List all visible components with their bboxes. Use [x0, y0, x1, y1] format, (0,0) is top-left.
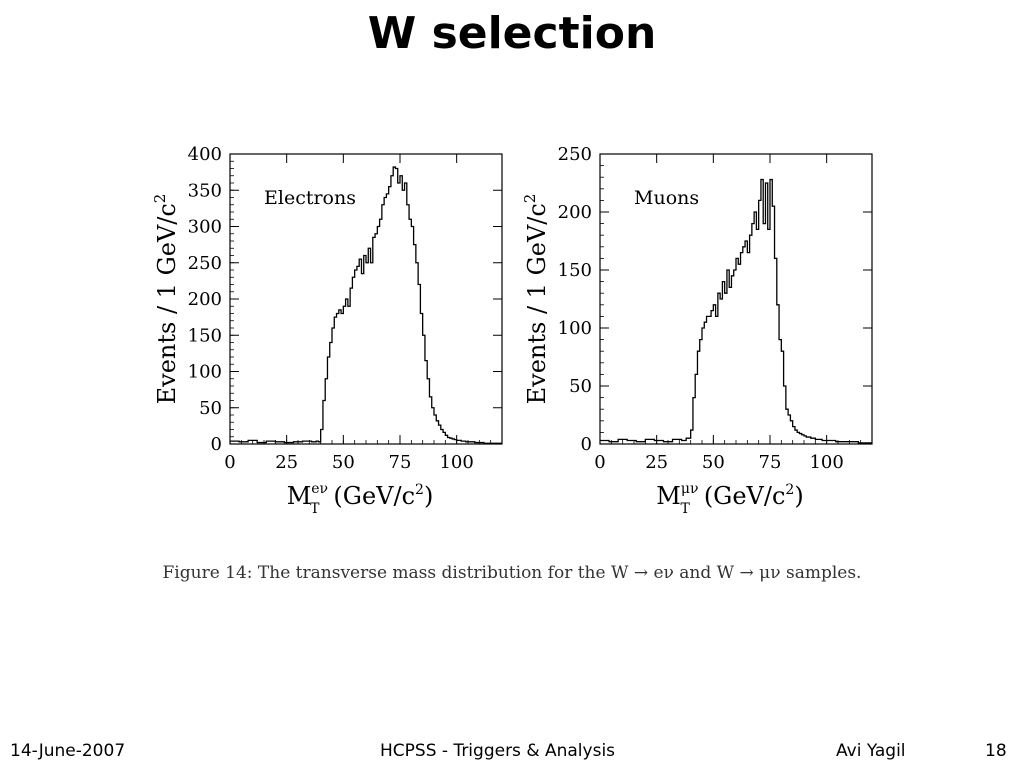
- x-axis-label-unit: (GeV/c: [704, 482, 786, 510]
- x-axis-label-unit: (GeV/c: [333, 482, 415, 510]
- footer-author: Avi Yagil: [836, 741, 906, 761]
- y-tick-label: 200: [558, 202, 592, 223]
- y-tick-label: 50: [569, 376, 592, 397]
- electrons-histogram: 0 50 100 150 200 250 300 350 400 0 25 50 75 100 Electr…: [151, 144, 503, 517]
- y-axis-label-superscript: 2: [151, 194, 169, 204]
- x-axis-label-subscript: T: [310, 501, 320, 517]
- x-axis-label-superscript: eν: [311, 481, 328, 497]
- y-axis-label: Events / 1 GeV/c2: [521, 194, 551, 405]
- footer-date: 14-June-2007: [10, 741, 126, 761]
- x-tick-label: 100: [809, 452, 843, 473]
- y-tick-label: 350: [188, 180, 222, 201]
- panel-label: Electrons: [264, 187, 356, 209]
- muons-histogram: 0 50 100 150 200 250 0 25 50 75 100 Muons Events / 1…: [521, 144, 873, 517]
- y-axis-label-superscript: 2: [521, 194, 539, 204]
- slide-title: W selection: [367, 8, 657, 59]
- x-tick-label: 0: [594, 452, 605, 473]
- histogram-series: [600, 178, 872, 444]
- x-axis-label-unit-superscript: 2: [415, 482, 424, 498]
- y-tick-label: 300: [188, 217, 222, 238]
- x-axis-label-variable: M: [287, 482, 312, 510]
- x-tick-label: 100: [439, 452, 473, 473]
- x-axis-label-close: ): [794, 482, 803, 510]
- y-axis-label-text: Events / 1 GeV/c: [153, 203, 181, 404]
- footer-talk-title: HCPSS - Triggers & Analysis: [380, 741, 616, 761]
- y-tick-label: 400: [188, 144, 222, 165]
- x-tick-label: 50: [332, 452, 355, 473]
- x-tick-label: 50: [702, 452, 725, 473]
- x-tick-label: 25: [275, 452, 298, 473]
- x-axis-label-superscript: μν: [681, 481, 699, 497]
- x-tick-label: 0: [224, 452, 235, 473]
- y-tick-label: 0: [581, 434, 592, 455]
- x-tick-label: 75: [759, 452, 782, 473]
- x-axis-label: Mμν T (GeV/c2): [656, 481, 803, 517]
- y-tick-label: 200: [188, 289, 222, 310]
- footer-page-number: 18: [985, 741, 1007, 761]
- x-axis-label-variable: M: [656, 482, 681, 510]
- y-tick-label: 250: [188, 253, 222, 274]
- y-axis-label: Events / 1 GeV/c2: [151, 194, 181, 405]
- x-axis-label-close: ): [424, 482, 433, 510]
- y-tick-label: 100: [558, 318, 592, 339]
- y-axis-label-text: Events / 1 GeV/c: [523, 203, 551, 404]
- y-tick-label: 150: [558, 260, 592, 281]
- x-axis-label-unit-superscript: 2: [785, 482, 794, 498]
- histogram-series: [230, 166, 502, 444]
- figure-caption: Figure 14: The transverse mass distribut…: [162, 563, 862, 583]
- x-axis-label: Meν T (GeV/c2): [287, 481, 434, 517]
- y-tick-label: 150: [188, 325, 222, 346]
- y-tick-label: 100: [188, 362, 222, 383]
- y-tick-label: 50: [199, 398, 222, 419]
- x-axis-label-subscript: T: [680, 501, 690, 517]
- x-tick-label: 25: [645, 452, 668, 473]
- y-tick-label: 0: [211, 434, 222, 455]
- x-tick-label: 75: [389, 452, 412, 473]
- y-tick-label: 250: [558, 144, 592, 165]
- panel-label: Muons: [634, 187, 699, 209]
